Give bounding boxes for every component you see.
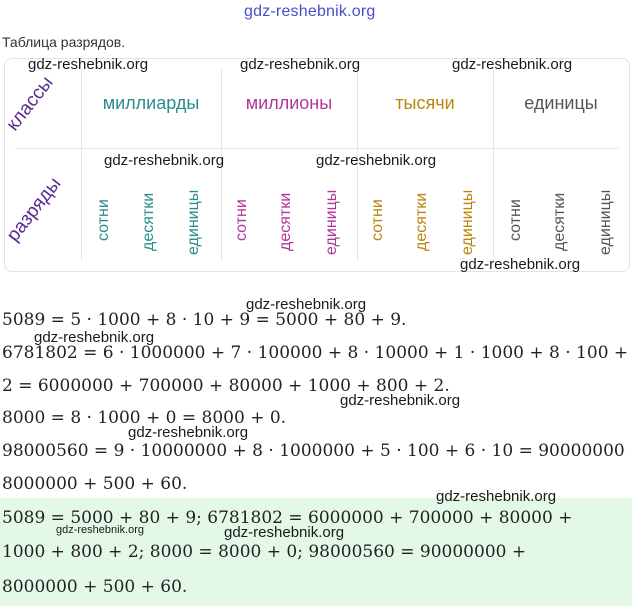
equation-line-2: 6781802 = 6 · 1000000 + 7 · 100000 + 8 ·… [2,343,629,363]
column-divider [81,69,82,261]
rank-billions-hundreds: сотни [95,199,112,241]
watermark: gdz-reshebnik.org [104,152,225,169]
rank-millions-tens: десятки [277,192,294,251]
answer-block [0,498,632,606]
answer-line-3: 8000000 + 500 + 60. [2,577,188,597]
watermark: gdz-reshebnik.org [246,296,367,313]
rank-thousands-units: единицы [459,189,476,255]
watermark: gdz-reshebnik.org [340,392,461,409]
column-divider [357,69,358,261]
class-thousands: тысячи [395,93,455,113]
rank-units-units: единицы [597,189,614,255]
watermark: gdz-reshebnik.org [224,524,345,541]
equation-line-3: 2 = 6000000 + 700000 + 80000 + 1000 + 80… [2,376,450,396]
rank-millions-hundreds: сотни [233,199,250,241]
equation-line-4: 8000 = 8 · 1000 + 0 = 8000 + 0. [2,408,287,428]
rank-units-hundreds: сотни [507,199,524,241]
watermark: gdz-reshebnik.org [436,488,557,505]
row-label-ranks: разряды [2,173,66,246]
rank-billions-units: единицы [185,189,202,255]
equation-line-1: 5089 = 5 · 1000 + 8 · 10 + 9 = 5000 + 80… [2,310,407,330]
watermark: gdz-reshebnik.org [240,56,361,73]
answer-line-1: 5089 = 5000 + 80 + 9; 6781802 = 6000000 … [2,508,573,528]
watermark: gdz-reshebnik.org [56,524,145,536]
answer-line-2: 1000 + 800 + 2; 8000 = 8000 + 0; 9800056… [2,542,527,562]
rank-billions-tens: десятки [140,192,157,251]
watermark-top: gdz-reshebnik.org [244,3,376,20]
class-billions: миллиарды [102,93,200,113]
watermark: gdz-reshebnik.org [34,329,155,346]
equation-line-6: 8000000 + 500 + 60. [2,474,188,494]
rank-millions-units: единицы [323,189,340,255]
class-units: единицы [524,93,598,113]
watermark: gdz-reshebnik.org [128,424,249,441]
row-divider [15,148,619,149]
watermark: gdz-reshebnik.org [460,256,581,273]
watermark: gdz-reshebnik.org [452,56,573,73]
column-divider [493,69,494,261]
watermark: gdz-reshebnik.org [28,56,149,73]
rank-units-tens: десятки [551,192,568,251]
row-label-classes: классы [2,72,58,135]
rank-thousands-hundreds: сотни [369,199,386,241]
watermark: gdz-reshebnik.org [316,152,437,169]
rank-thousands-tens: десятки [413,192,430,251]
table-title: Таблица разрядов. [2,34,126,50]
column-divider [221,69,222,261]
place-value-table: классы разряды миллиарды миллионы тысячи… [2,58,630,272]
class-millions: миллионы [245,93,333,113]
equation-line-5: 98000560 = 9 · 10000000 + 8 · 1000000 + … [2,441,632,461]
